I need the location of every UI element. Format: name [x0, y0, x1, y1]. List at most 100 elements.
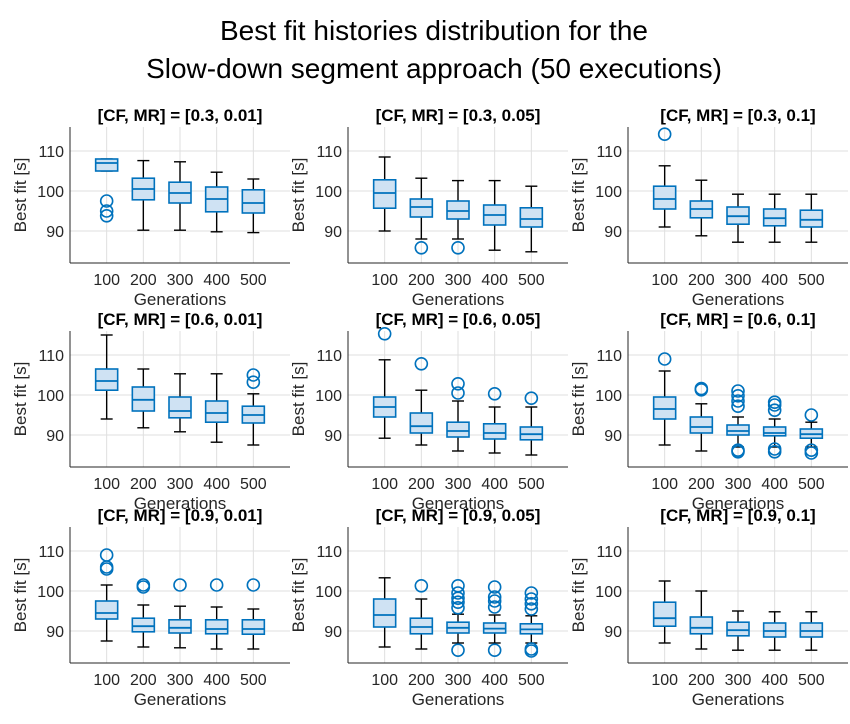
y-tick-label: 90: [46, 428, 64, 445]
subplot-title: [CF, MR] = [0.6, 0.1]: [660, 310, 815, 329]
box-300: [726, 610, 750, 651]
box-200: [689, 179, 714, 237]
subplot-2: 90 100 110 100 200 300 400 500 [CF, MR] = [0.3, …: [289, 106, 568, 309]
box-200: [131, 578, 156, 648]
box-100: [94, 158, 119, 223]
outlier-point: [731, 443, 745, 458]
box-300: [726, 384, 750, 459]
x-tick-label: 500: [518, 272, 545, 289]
y-tick-label: 90: [604, 224, 622, 241]
x-tick-label: 200: [688, 672, 715, 689]
outlier-point: [657, 352, 672, 366]
x-tick-label: 100: [371, 672, 398, 689]
outlier-point: [451, 386, 465, 400]
x-tick-label: 300: [725, 672, 752, 689]
y-tick-label: 100: [37, 184, 64, 201]
outlier-point: [487, 386, 502, 401]
outlier-point: [657, 127, 672, 141]
outlier-point: [414, 356, 429, 371]
x-tick-label: 400: [203, 272, 230, 289]
box-200: [131, 159, 156, 231]
y-axis-label: Best fit [s]: [289, 362, 308, 437]
box-iqr: [204, 400, 229, 424]
box-200: [409, 177, 434, 255]
outlier-point: [524, 592, 539, 606]
box-iqr: [446, 200, 470, 220]
outlier-point: [731, 384, 745, 398]
x-tick-label: 500: [798, 672, 825, 689]
box-100: [652, 127, 677, 228]
y-axis-label: Best fit [s]: [569, 158, 588, 233]
box-100: [372, 156, 397, 232]
y-axis-label: Best fit [s]: [11, 158, 30, 233]
x-tick-label: 200: [408, 272, 435, 289]
subplot-1: 90 100 110 100 200 300 400 500 [CF, MR] = [0.3, …: [11, 106, 290, 309]
box-300: [446, 578, 470, 658]
box-100: [94, 334, 119, 420]
x-tick-label: 200: [688, 476, 715, 493]
y-tick-label: 100: [37, 388, 64, 405]
box-200: [689, 590, 714, 650]
outlier-point: [767, 395, 782, 410]
x-tick-label: 200: [408, 476, 435, 493]
x-tick-label: 100: [93, 476, 120, 493]
outlier-point: [487, 590, 502, 604]
y-tick-label: 90: [604, 428, 622, 445]
y-tick-label: 90: [324, 428, 342, 445]
y-tick-label: 100: [595, 584, 622, 601]
x-tick-label: 300: [167, 476, 194, 493]
box-300: [446, 179, 470, 255]
outlier-point: [99, 194, 114, 208]
y-tick-label: 110: [38, 348, 64, 365]
outlier-point: [99, 209, 114, 223]
subplot-title: [CF, MR] = [0.9, 0.01]: [98, 506, 263, 525]
box-500: [241, 578, 266, 650]
box-400: [762, 193, 787, 243]
box-100: [652, 352, 677, 446]
y-tick-label: 110: [316, 348, 342, 365]
outlier-point: [804, 408, 819, 422]
outlier-point: [246, 375, 261, 390]
box-iqr: [799, 209, 824, 228]
x-tick-label: 100: [371, 272, 398, 289]
outlier-point: [487, 643, 502, 658]
box-100: [652, 580, 677, 644]
box-iqr: [762, 622, 787, 638]
outlier-point: [524, 391, 539, 406]
x-axis-label: Generations: [692, 690, 785, 709]
x-axis-label: Generations: [134, 690, 227, 709]
outlier-point: [451, 578, 465, 593]
x-tick-label: 400: [481, 272, 508, 289]
outlier-point: [451, 600, 465, 615]
y-tick-label: 90: [324, 224, 342, 241]
box-400: [482, 386, 507, 454]
x-tick-label: 400: [761, 476, 788, 493]
outlier-point: [524, 602, 539, 616]
box-300: [726, 193, 750, 243]
y-axis-label: Best fit [s]: [11, 558, 30, 633]
subplot-7: 90 100 110 100 200 300 400 500 [CF, MR] = [0.9, …: [11, 506, 290, 709]
box-300: [168, 578, 192, 649]
box-200: [131, 368, 156, 429]
outlier-point: [414, 578, 429, 593]
subplot-3: 90 100 110 100 200 300 400 500 [CF, MR] = [0.3, …: [569, 106, 848, 309]
box-300: [168, 373, 192, 433]
x-tick-label: 400: [481, 476, 508, 493]
box-400: [204, 171, 229, 233]
y-tick-label: 90: [604, 624, 622, 641]
box-200: [409, 578, 434, 650]
box-100: [372, 577, 397, 648]
figure-title-line-1: Best fit histories distribution for the: [220, 15, 648, 46]
x-tick-label: 200: [130, 272, 157, 289]
y-tick-label: 100: [595, 184, 622, 201]
x-tick-label: 300: [167, 672, 194, 689]
x-tick-label: 300: [167, 272, 194, 289]
box-iqr: [726, 424, 750, 436]
x-tick-label: 500: [518, 476, 545, 493]
box-300: [446, 376, 470, 452]
x-tick-label: 200: [688, 272, 715, 289]
box-iqr: [168, 396, 192, 419]
box-iqr: [446, 421, 470, 438]
outlier-point: [524, 596, 539, 611]
